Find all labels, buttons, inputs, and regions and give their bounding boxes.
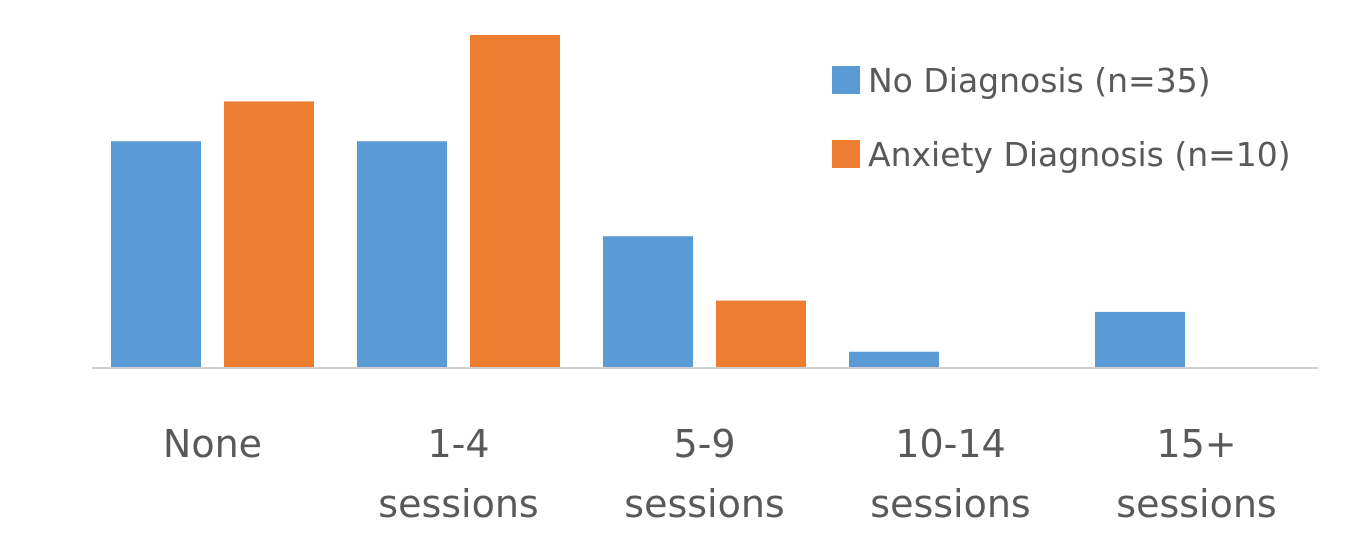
x-tick-label-3-line-2: sessions (624, 482, 784, 526)
x-axis-labels: None 1-4 sessions 5-9 sessions 10-14 sessions 1… (163, 422, 1277, 526)
x-tick-label-3-line-1: 5-9 (673, 422, 735, 466)
bar-series1-category5 (1095, 311, 1185, 367)
legend-label-1: No Diagnosis (n=35) (868, 61, 1211, 100)
legend-swatch-2 (832, 140, 860, 168)
x-tick-label-2-line-2: sessions (378, 482, 538, 526)
bar-series1-category4 (849, 351, 939, 367)
x-tick-label-1-line-1: None (163, 422, 262, 466)
bar-series1-category2 (357, 141, 447, 367)
x-tick-label-2-line-1: 1-4 (427, 422, 489, 466)
x-tick-label-4-line-2: sessions (870, 482, 1030, 526)
bar-series1-category1 (111, 141, 201, 367)
bar-series2-category3 (716, 300, 806, 367)
bar-series2-category1 (224, 101, 314, 368)
bar-series1-category3 (603, 236, 693, 367)
legend-label-2: Anxiety Diagnosis (n=10) (868, 135, 1291, 174)
legend: No Diagnosis (n=35) Anxiety Diagnosis (n=… (832, 61, 1291, 174)
x-tick-label-5-line-2: sessions (1116, 482, 1276, 526)
bar-series2-category2 (470, 35, 560, 367)
x-tick-label-5-line-1: 15+ (1156, 422, 1236, 466)
bars-group (111, 35, 1185, 368)
legend-swatch-1 (832, 66, 860, 94)
x-tick-label-4-line-1: 10-14 (895, 422, 1005, 466)
